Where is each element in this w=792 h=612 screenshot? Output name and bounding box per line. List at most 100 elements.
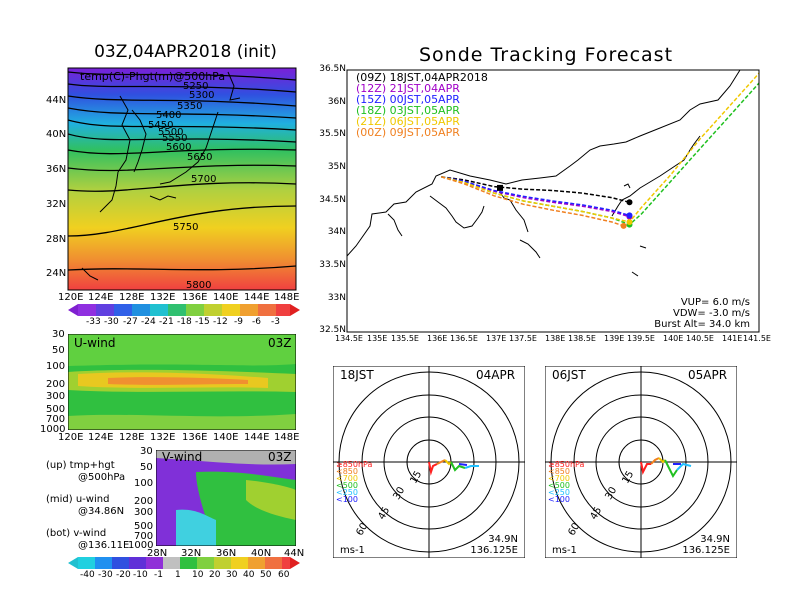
colorbar-tick: -18 — [177, 317, 192, 327]
contour-label: 5550 — [162, 133, 188, 144]
param-vdw: VDW= -3.0 m/s — [673, 308, 750, 319]
map-lon-tick: 124E — [88, 292, 114, 303]
colorbar-tick: -20 — [116, 570, 131, 580]
contour-label: 5750 — [173, 222, 199, 233]
uwind-time: 03Z — [268, 336, 292, 350]
legend-code: (21Z) — [356, 115, 387, 128]
uwind-lon-tick: 148E — [274, 432, 300, 443]
track-endpoint — [626, 212, 633, 219]
lon-tick: 135E — [367, 334, 388, 343]
vwind-lat-tick: 28N — [147, 548, 168, 559]
level-entry: <500 — [548, 481, 570, 490]
track-line — [440, 176, 624, 227]
uwind-lon-tick: 136E — [182, 432, 208, 443]
colorbar-tick: -1 — [154, 570, 163, 580]
hodo2-time: 06JST — [552, 368, 586, 382]
uwind-label: U-wind — [74, 336, 116, 350]
colorbar-tick: 20 — [209, 570, 221, 580]
level-entry: <500 — [336, 481, 358, 490]
legend-line: @500hPa — [78, 472, 126, 483]
uwind-p-tick: 300 — [46, 391, 66, 402]
contour-label: 5300 — [189, 90, 215, 101]
lon-tick: 139E — [604, 334, 625, 343]
lat-tick: 33.5N — [319, 260, 346, 270]
vwind-p-tick: 50 — [140, 462, 153, 473]
coastline — [387, 213, 403, 237]
colorbar-tick: -3 — [271, 317, 280, 327]
lon-tick: 140E — [663, 334, 684, 343]
colorbar-tick: -12 — [213, 317, 228, 327]
level-entry: <850 — [548, 467, 570, 476]
hodo2-lon: 136.125E — [682, 545, 730, 556]
hodograph-1 — [333, 366, 525, 558]
left-title: 03Z,04APR2018 (init) — [94, 42, 277, 62]
legend-line: (mid) u-wind — [46, 494, 110, 505]
uwind-lon-tick: 132E — [150, 432, 176, 443]
colorbar-tick: 10 — [192, 570, 204, 580]
track-waypoint — [497, 184, 503, 191]
contour-label: 5800 — [186, 280, 212, 291]
uwind-p-tick: 100 — [46, 361, 66, 372]
colorbar-tick: -15 — [195, 317, 210, 327]
legend-entry-00z: (00Z) 09JST,05APR — [356, 127, 488, 138]
level-entry: <700 — [548, 474, 570, 483]
contour-label: 5450 — [148, 120, 174, 131]
legend-text: 00JST,05APR — [389, 93, 460, 106]
hodo2-date: 05APR — [688, 368, 728, 382]
legend-line: (bot) v-wind — [46, 528, 107, 539]
uwind-lon-tick: 128E — [119, 432, 145, 443]
lon-tick: 136E — [427, 334, 448, 343]
legend-text: 06JST,05APR — [389, 115, 460, 128]
colorbar-tick: -30 — [98, 570, 113, 580]
legend-text: 21JST,04APR — [389, 82, 460, 95]
vwind-lat-tick: 32N — [181, 548, 202, 559]
legend-line: @136.11E — [78, 540, 130, 551]
hodo-trace-250 — [676, 462, 692, 471]
colorbar-tick: -10 — [133, 570, 148, 580]
lon-tick: 136.5E — [450, 334, 478, 343]
lon-tick: 137E — [486, 334, 507, 343]
lat-tick: 36N — [327, 97, 346, 107]
map-lon-tick: 120E — [58, 292, 84, 303]
colorbar-tick: 30 — [226, 570, 238, 580]
legend-code: (12Z) — [356, 82, 387, 95]
map-lon-tick: 136E — [182, 292, 208, 303]
uwind-p-tick: 200 — [46, 379, 66, 390]
hodo-trace-250 — [464, 465, 479, 469]
hodo1-lon: 136.125E — [470, 545, 518, 556]
hodo1-levels: ≥850hPa <850 <700 <500 <250 <100 — [336, 461, 372, 504]
uwind-p-tick: 1000 — [40, 424, 66, 435]
vwind-lat-tick: 40N — [251, 548, 272, 559]
contour-label: 5500 — [158, 127, 184, 138]
legend-line: @34.86N — [78, 506, 125, 517]
hodo2-levels: ≥850hPa <850 <700 <500 <250 <100 — [548, 461, 584, 504]
lat-tick: 34N — [327, 227, 346, 237]
map-lon-tick: 128E — [119, 292, 145, 303]
lat-tick: 36.5N — [319, 64, 346, 74]
legend-line: (up) tmp+hgt — [46, 460, 115, 471]
legend-code: (00Z) — [356, 126, 387, 139]
vwind-p-tick: 300 — [134, 507, 154, 518]
map-lon-tick: 148E — [274, 292, 300, 303]
level-entry: <700 — [336, 474, 358, 483]
map-lat-tick: 40N — [46, 129, 67, 140]
hodo-trace-100 — [458, 463, 468, 466]
track-endpoint — [620, 222, 627, 229]
colorbar-tick: -40 — [80, 570, 95, 580]
colorbar-tick: -30 — [104, 317, 119, 327]
colorbar-tick: -6 — [252, 317, 261, 327]
temp-colorbar-labels: -33 -30 -27 -24 -21 -18 -15 -12 -9 -6 -3 — [68, 317, 300, 329]
legend-entry-21z: (21Z) 06JST,05APR — [356, 116, 488, 127]
uwind-p-tick: 700 — [46, 414, 66, 425]
track-line — [441, 176, 630, 217]
hodo1-lat: 34.9N — [488, 534, 518, 545]
coastline — [429, 195, 485, 229]
track-line — [441, 176, 630, 204]
coastline — [347, 70, 741, 257]
level-entry: <100 — [336, 495, 358, 504]
vwind-time: 03Z — [268, 450, 292, 464]
level-entry: <250 — [336, 488, 358, 497]
hodo-trace-low — [428, 461, 438, 476]
map-lat-tick: 28N — [46, 234, 67, 245]
